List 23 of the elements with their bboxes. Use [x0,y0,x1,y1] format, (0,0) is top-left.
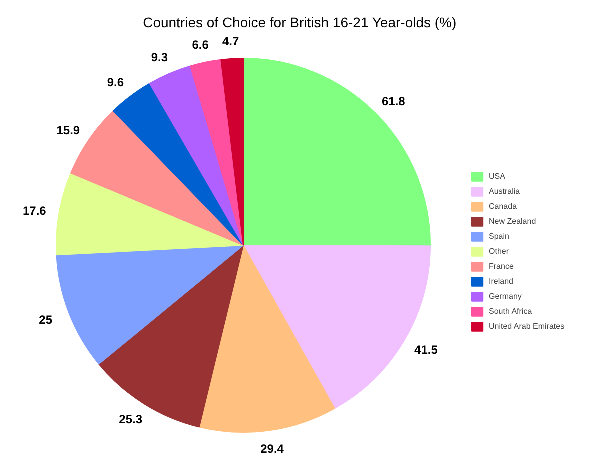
legend-label: USA [489,171,506,182]
legend-label: Spain [489,231,510,242]
chart-title: Countries of Choice for British 16-21 Year-olds (%) [143,14,457,30]
data-label: 29.4 [260,442,284,456]
legend-label: United Arab Emirates [489,321,565,332]
data-label: 15.9 [56,123,80,138]
legend-label: Ireland [489,276,514,287]
data-label: 25 [39,313,53,328]
legend-label: Germany [489,291,522,302]
legend-label: France [489,261,514,272]
data-label: 17.6 [22,204,47,218]
data-label: 9.6 [107,75,124,90]
data-label: 25.3 [119,412,143,427]
legend-label: Australia [489,186,520,197]
legend-label: Other [489,246,510,257]
data-label: 61.8 [382,94,406,108]
data-label: 4.7 [222,34,240,48]
data-label: 41.5 [414,342,438,357]
data-label: 6.6 [192,38,210,52]
legend-label: Canada [489,201,518,212]
legend-label: South Africa [489,306,532,317]
data-label: 9.3 [151,50,168,65]
legend-label: New Zealand [489,216,536,227]
